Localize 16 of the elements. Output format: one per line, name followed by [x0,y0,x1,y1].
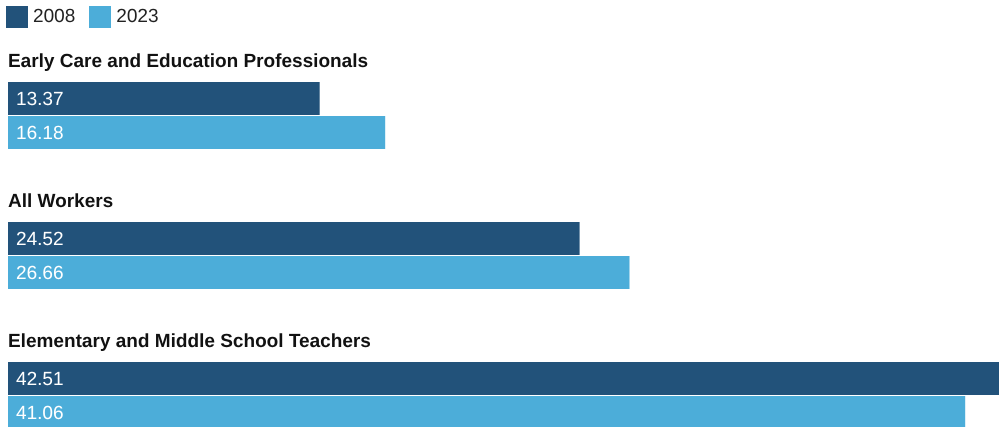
y-tick-label: All Workers [8,190,114,214]
legend-label: 2008 [33,6,76,28]
bar [8,256,630,289]
y-tick-label: Elementary and Middle School Teachers [8,330,372,354]
data-label: 26.66 [16,263,64,284]
bar [8,116,386,149]
legend-label: 2023 [116,6,159,28]
bar [8,362,999,395]
bar [8,82,320,115]
bar [8,222,580,255]
data-label: 24.52 [16,229,64,250]
data-label: 16.18 [16,123,64,144]
y-tick-label: Early Care and Education Professionals [8,50,370,74]
data-label: 42.51 [16,369,64,390]
data-label: 13.37 [16,89,64,110]
data-label: 41.06 [16,403,64,424]
